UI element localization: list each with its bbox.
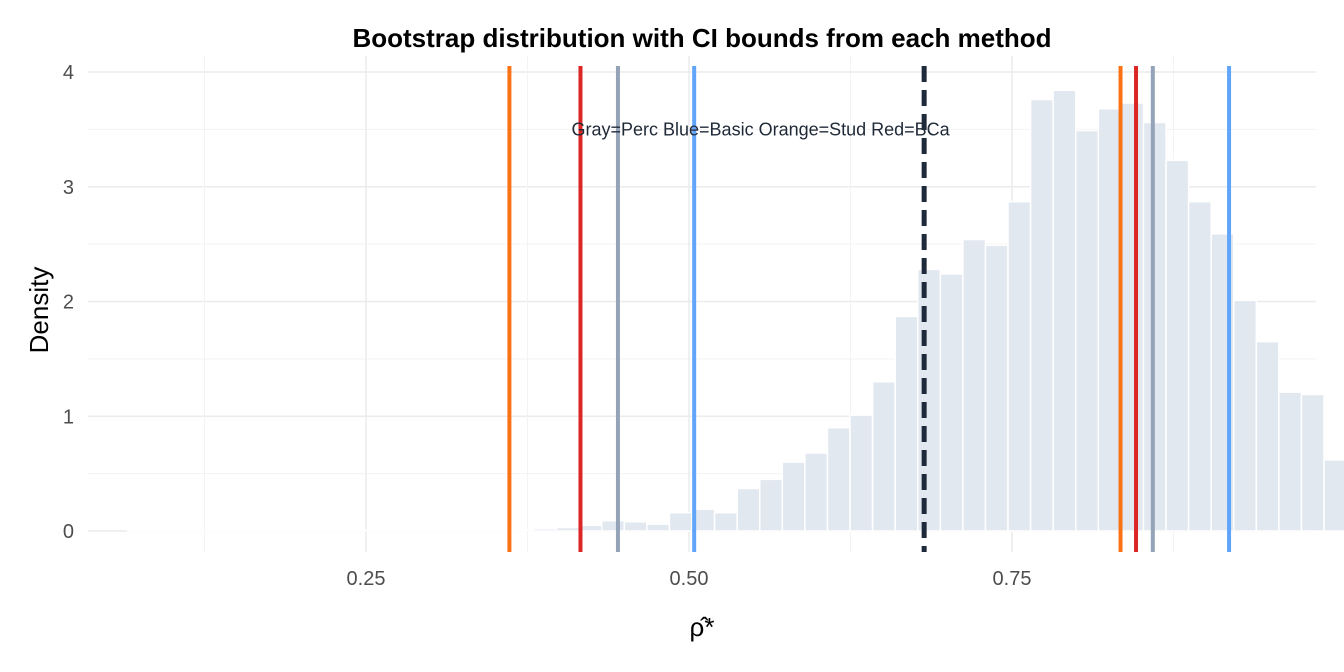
histogram-bar: [1007, 200, 1032, 532]
ci-lines: [507, 66, 1232, 552]
histogram-bar: [871, 381, 896, 532]
legend-annotation: Gray=Perc Blue=Basic Orange=Stud Red=BCa: [571, 119, 950, 139]
histogram-bar: [1300, 393, 1325, 532]
histogram-bar: [804, 452, 829, 532]
histogram-bar: [1052, 89, 1077, 532]
histogram-bars: [127, 89, 1344, 532]
histogram-bar: [1097, 107, 1122, 532]
histogram-bar: [1255, 340, 1280, 532]
y-axis-title: Density: [24, 267, 54, 354]
histogram-bar: [984, 244, 1009, 532]
y-tick-label: 2: [63, 292, 74, 314]
x-tick-label: 0.75: [993, 568, 1032, 590]
x-axis-ticks: 0.25 0.50 0.75: [347, 568, 1032, 590]
histogram-bar: [1187, 200, 1212, 532]
x-axis-title: ρ̂*: [690, 612, 715, 642]
histogram-bar: [1165, 159, 1190, 532]
histogram-bar: [1120, 102, 1145, 532]
histogram-bar: [894, 315, 919, 532]
histogram-bar: [578, 524, 603, 532]
histogram-bar: [1323, 459, 1344, 532]
x-tick-label: 0.25: [347, 568, 386, 590]
histogram-bar: [623, 521, 648, 532]
histogram-bar: [758, 478, 784, 532]
x-tick-label: 0.50: [670, 568, 709, 590]
chart-title: Bootstrap distribution with CI bounds fr…: [352, 23, 1051, 53]
histogram-bar: [713, 511, 738, 532]
histogram-bar: [736, 487, 761, 532]
histogram-bar: [555, 526, 580, 532]
histogram-bar: [510, 529, 535, 532]
y-tick-label: 3: [63, 177, 74, 199]
y-tick-label: 0: [63, 521, 74, 543]
histogram-bar: [939, 273, 964, 532]
histogram-bar: [533, 527, 558, 532]
histogram-bar: [916, 268, 942, 532]
histogram-bar: [646, 523, 671, 532]
histogram-bar: [1278, 391, 1303, 532]
histogram-bar: [127, 529, 152, 532]
histogram-bar: [601, 519, 626, 532]
histogram-bar: [1029, 98, 1054, 532]
histogram-bar: [1232, 299, 1258, 532]
histogram-bar: [962, 238, 987, 532]
histogram-bar: [668, 511, 693, 532]
y-tick-label: 1: [63, 406, 74, 428]
histogram-bar: [781, 461, 806, 532]
y-axis-ticks: 0 1 2 3 4: [63, 62, 74, 543]
y-tick-label: 4: [63, 62, 74, 84]
histogram-bar: [849, 414, 874, 532]
histogram-bar: [826, 426, 851, 532]
histogram-bar: [1074, 129, 1100, 532]
